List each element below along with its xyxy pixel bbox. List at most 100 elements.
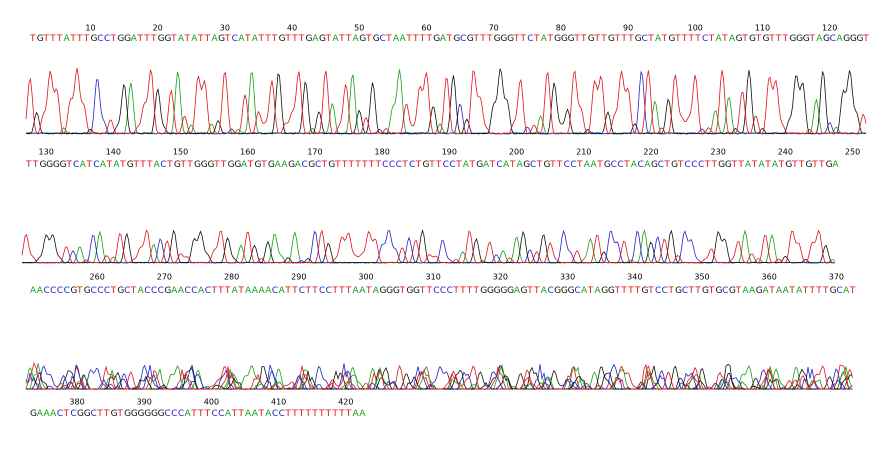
base-call: A	[742, 286, 749, 296]
base-call: G	[608, 286, 615, 296]
base-call: G	[164, 286, 171, 296]
base-call: T	[412, 34, 419, 44]
base-call: T	[237, 409, 244, 419]
base-call: T	[76, 286, 83, 296]
base-call: G	[675, 286, 682, 296]
base-call: G	[568, 34, 575, 44]
base-sequence: TTGGGGTCATCATATGTTTACTGTTGGGTTGGATGTGAAG…	[25, 160, 839, 170]
base-call: A	[832, 160, 839, 170]
base-call: G	[319, 34, 326, 44]
base-call: G	[561, 286, 568, 296]
base-call: T	[688, 34, 695, 44]
base-call: T	[815, 286, 822, 296]
base-position: 120	[822, 24, 837, 33]
base-call: T	[479, 34, 486, 44]
base-call: A	[80, 160, 87, 170]
base-position: 30	[220, 24, 230, 33]
base-call: T	[446, 34, 453, 44]
base-call: A	[373, 286, 380, 296]
base-call: G	[201, 160, 208, 170]
base-call: T	[204, 409, 211, 419]
base-call: T	[331, 409, 338, 419]
base-call: T	[425, 34, 432, 44]
base-call: T	[533, 286, 540, 296]
base-position: 350	[694, 273, 709, 282]
base-position: 370	[829, 273, 844, 282]
base-call: T	[217, 286, 224, 296]
base-call: T	[180, 160, 187, 170]
base-call: T	[32, 160, 39, 170]
base-call: G	[796, 34, 803, 44]
base-call: T	[345, 286, 352, 296]
base-call: T	[291, 34, 298, 44]
base-call: A	[843, 286, 850, 296]
base-call: A	[353, 34, 360, 44]
base-call: T	[190, 409, 197, 419]
base-call: T	[103, 409, 110, 419]
base-call: T	[49, 34, 56, 44]
base-call: G	[789, 34, 796, 44]
base-call: T	[264, 34, 271, 44]
base-call: T	[133, 160, 140, 170]
base-call: A	[252, 286, 259, 296]
base-call: C	[272, 409, 278, 419]
base-call: T	[29, 34, 36, 44]
base-call: T	[634, 286, 641, 296]
base-call: T	[318, 409, 325, 419]
base-call: C	[57, 286, 63, 296]
base-call: A	[514, 286, 521, 296]
base-call: T	[341, 160, 348, 170]
base-position: 330	[560, 273, 575, 282]
base-position: 360	[762, 273, 777, 282]
base-call: T	[751, 160, 758, 170]
base-call: A	[265, 286, 272, 296]
base-call: G	[601, 286, 608, 296]
base-position: 220	[643, 148, 658, 157]
base-call: T	[119, 160, 126, 170]
base-call: G	[70, 286, 77, 296]
base-call: T	[83, 34, 90, 44]
base-call: C	[564, 160, 570, 170]
base-call: G	[749, 34, 756, 44]
base-call: A	[154, 160, 161, 170]
base-position: 70	[489, 24, 499, 33]
base-call: A	[198, 286, 205, 296]
base-call: C	[144, 286, 150, 296]
base-call: T	[354, 160, 361, 170]
base-call: T	[755, 34, 762, 44]
trace-a	[21, 229, 836, 264]
base-call: C	[97, 286, 103, 296]
base-call: G	[850, 34, 857, 44]
base-position: 290	[291, 273, 306, 282]
base-call: T	[775, 34, 782, 44]
base-position: 300	[358, 273, 373, 282]
base-call: G	[39, 160, 46, 170]
base-call: T	[170, 34, 177, 44]
base-position: 260	[90, 273, 105, 282]
base-call: T	[365, 34, 372, 44]
base-call: G	[308, 160, 315, 170]
base-call: T	[428, 160, 435, 170]
base-position: 140	[106, 148, 121, 157]
base-call: C	[90, 286, 96, 296]
base-call: A	[353, 286, 360, 296]
base-call: G	[671, 160, 678, 170]
base-call: A	[783, 286, 790, 296]
base-call: C	[191, 286, 197, 296]
base-position: 200	[509, 148, 524, 157]
base-call: T	[166, 160, 173, 170]
base-call: T	[627, 286, 634, 296]
base-position: 170	[307, 148, 322, 157]
base-call: G	[762, 34, 769, 44]
base-call: G	[422, 160, 429, 170]
base-call: C	[70, 409, 76, 419]
base-call: G	[543, 160, 550, 170]
base-call: T	[284, 286, 291, 296]
base-call: G	[279, 34, 286, 44]
base-call: T	[473, 34, 480, 44]
base-call: G	[124, 409, 131, 419]
base-call: G	[373, 34, 380, 44]
base-call: C	[698, 160, 704, 170]
